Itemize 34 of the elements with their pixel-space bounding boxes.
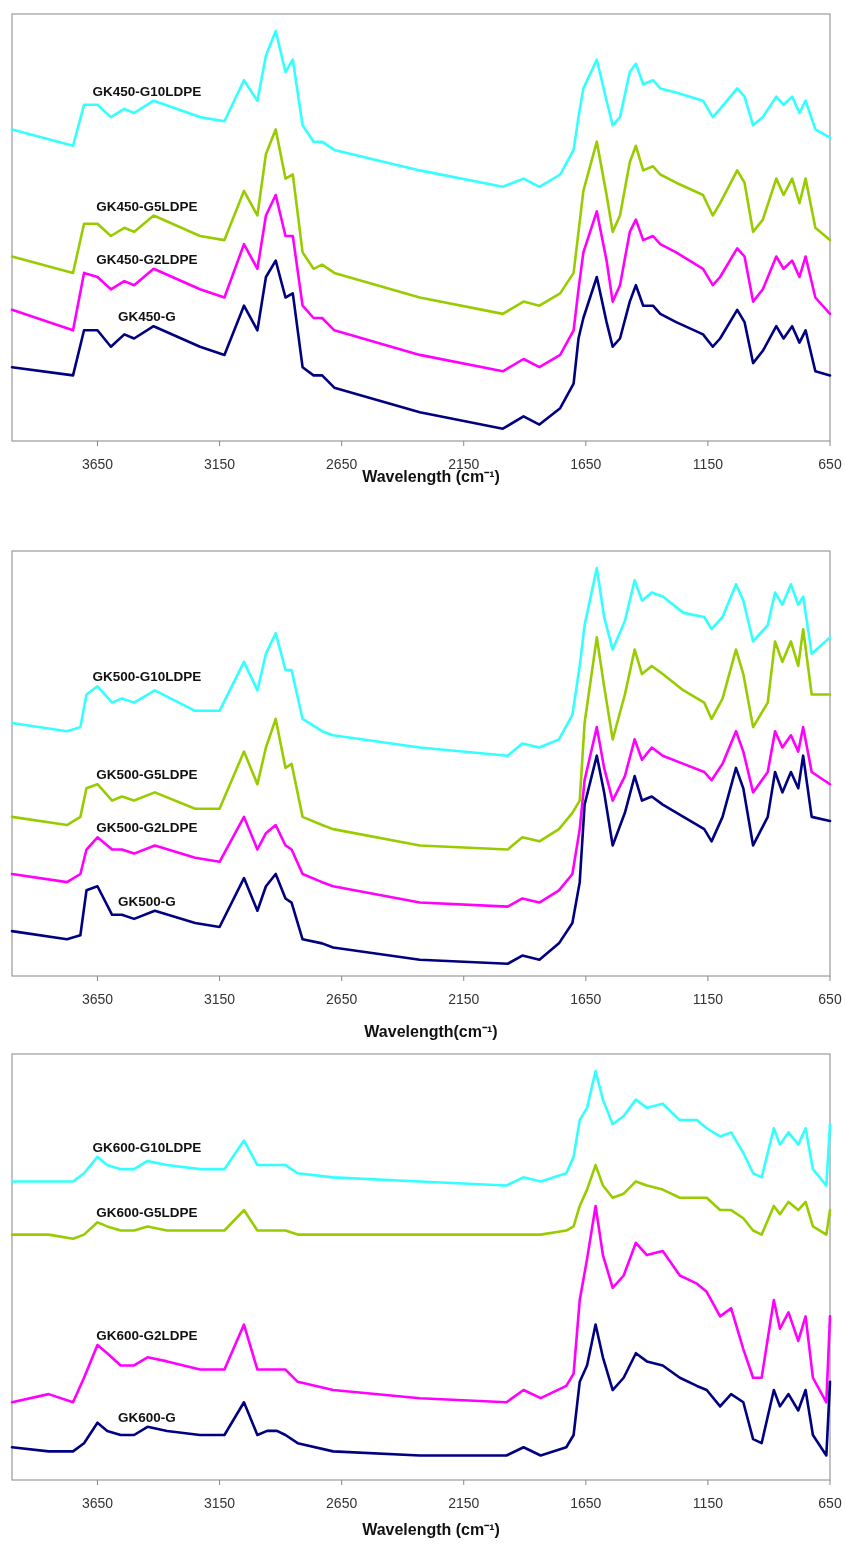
x-tick-label: 1650 (570, 1495, 602, 1511)
x-tick-label: 3650 (81, 456, 114, 472)
x-tick-label: 650 (818, 991, 842, 1007)
x-tick-label: 1650 (570, 456, 602, 472)
x-tick-label: 3150 (203, 991, 236, 1007)
series-label: GK600-G (118, 1409, 176, 1425)
series-label: GK450-G10LDPE (92, 83, 202, 99)
x-tick-label: 2650 (326, 991, 358, 1007)
series-label: GK450-G (118, 309, 176, 325)
x-tick-label: 2650 (326, 456, 358, 472)
series-label: GK500-G10LDPE (92, 669, 202, 685)
x-tick-label: 2150 (448, 991, 480, 1007)
x-axis-title: Wavelength(cm⁻¹) (364, 1023, 498, 1040)
x-tick-label: 650 (818, 1495, 842, 1511)
series-label: GK600-G10LDPE (92, 1139, 202, 1155)
x-tick-label: 1150 (692, 991, 724, 1007)
series-label: GK500-G2LDPE (96, 820, 198, 836)
x-tick-label: 1150 (692, 456, 724, 472)
x-axis-title: Wavelength (cm⁻¹) (362, 1521, 500, 1538)
x-tick-label: 3150 (203, 1495, 236, 1511)
x-tick-label: 1650 (570, 991, 602, 1007)
series-label: GK500-G5LDPE (96, 767, 198, 783)
series-label: GK600-G5LDPE (96, 1205, 198, 1221)
series-label: GK450-G5LDPE (96, 198, 198, 214)
x-tick-label: 2150 (448, 1495, 480, 1511)
x-tick-label: 2650 (326, 1495, 358, 1511)
x-tick-label: 3150 (203, 456, 236, 472)
series-label: GK450-G2LDPE (96, 251, 198, 267)
x-tick-label: 1150 (692, 1495, 724, 1511)
series-label: GK500-G (118, 893, 176, 909)
x-tick-label: 650 (818, 456, 842, 472)
x-tick-label: 3650 (81, 991, 114, 1007)
series-label: GK600-G2LDPE (96, 1328, 198, 1344)
x-tick-label: 3650 (81, 1495, 114, 1511)
